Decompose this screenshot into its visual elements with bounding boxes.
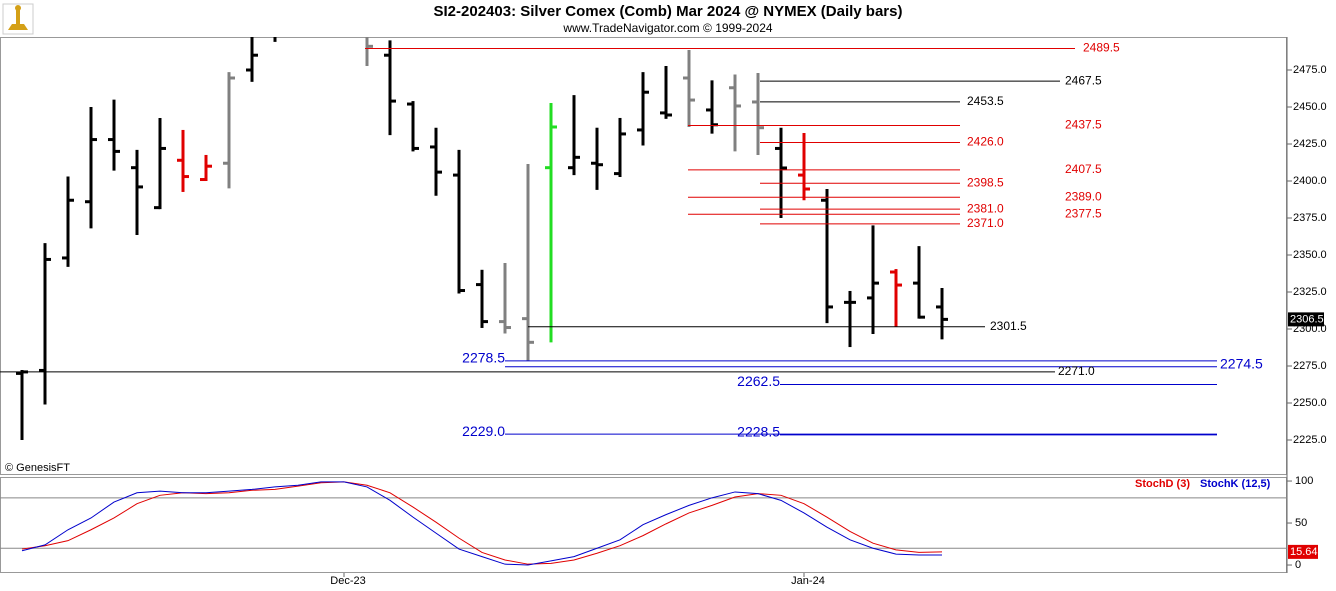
last-price-label: 2306.5: [1290, 313, 1324, 325]
stoch-line: [21, 481, 943, 565]
level-label: 2489.5: [1083, 41, 1120, 55]
level-label: 2467.5: [1065, 73, 1102, 87]
y-tick-label: 2350.0: [1293, 249, 1327, 261]
stoch-plot: [0, 481, 1287, 566]
y-tick-label: 2475.0: [1293, 64, 1327, 76]
y-tick-label: 2450.0: [1293, 101, 1327, 113]
legend-entry: StochD (3): [1135, 478, 1190, 490]
level-label: 2301.5: [990, 319, 1027, 333]
y-tick-label: 50: [1295, 517, 1307, 529]
chart-title: SI2-202403: Silver Comex (Comb) Mar 2024…: [434, 3, 903, 20]
level-label: 2426.0: [967, 135, 1004, 149]
x-tick-label: Jan-24: [791, 575, 825, 587]
y-tick-label: 100: [1295, 475, 1313, 487]
price-plot: [16, 37, 948, 440]
x-tick-label: Dec-23: [330, 575, 365, 587]
last-price-box: [1288, 312, 1324, 327]
level-label: 2377.5: [1065, 206, 1102, 220]
level-label: 2453.5: [967, 94, 1004, 108]
level-label: 2389.0: [1065, 189, 1102, 203]
last-value-label: 15.64: [1290, 546, 1318, 558]
level-label: 2271.0: [1058, 364, 1095, 378]
last-value-box: [1288, 544, 1318, 559]
level-label: 2262.5: [737, 373, 780, 389]
y-tick-label: 2375.0: [1293, 212, 1327, 224]
level-label: 2381.0: [967, 201, 1004, 215]
y-tick-label: 0: [1295, 559, 1301, 571]
y-tick-label: 2325.0: [1293, 286, 1327, 298]
y-tick-label: 2400.0: [1293, 175, 1327, 187]
y-tick-label: 2425.0: [1293, 138, 1327, 150]
chart-subtitle: www.TradeNavigator.com © 1999-2024: [562, 21, 772, 35]
level-label: 2437.5: [1065, 118, 1102, 132]
y-tick-label: 2275.0: [1293, 360, 1327, 372]
level-label: 2398.5: [967, 175, 1004, 189]
legend-entry: StochK (12,5): [1200, 478, 1271, 490]
level-label: 2274.5: [1220, 355, 1263, 371]
stoch-line: [21, 481, 942, 566]
level-label: 2229.0: [462, 423, 505, 439]
credit: © GenesisFT: [5, 462, 70, 474]
logo: [2, 3, 34, 35]
level-label: 2371.0: [967, 216, 1004, 230]
y-tick-label: 2225.0: [1293, 434, 1327, 446]
level-label: 2228.5: [737, 424, 780, 440]
y-tick-label: 2250.0: [1293, 397, 1327, 409]
level-label: 2278.5: [462, 350, 505, 366]
level-label: 2407.5: [1065, 162, 1102, 176]
